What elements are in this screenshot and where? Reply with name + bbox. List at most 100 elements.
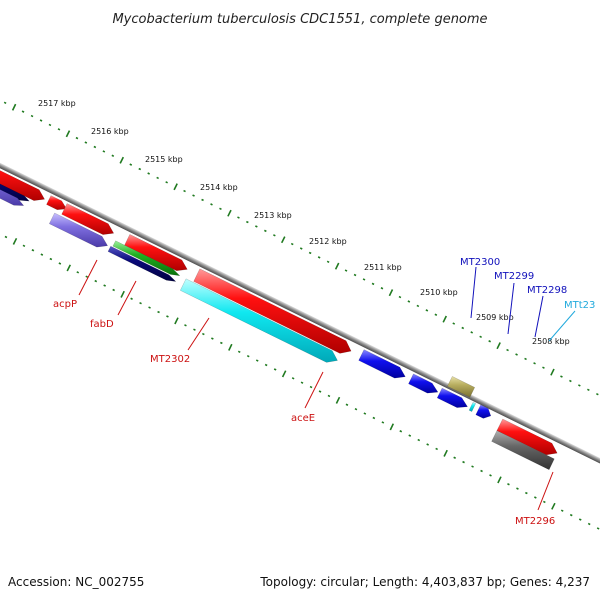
leader-fabD — [117, 280, 137, 316]
inner-ring-minor-tick — [255, 359, 259, 362]
inner-ring-minor-tick — [139, 302, 142, 305]
outer-ring-minor-tick — [452, 322, 456, 325]
inner-ring-minor-tick — [435, 447, 438, 451]
inner-ring-minor-tick — [202, 332, 205, 336]
outer-ring-major-tick — [227, 209, 232, 217]
leader-acpP — [78, 259, 98, 296]
inner-ring-major-tick — [174, 317, 179, 325]
gene-arrow-5 — [0, 189, 25, 206]
outer-ring-minor-tick — [596, 393, 599, 396]
outer-ring-minor-tick — [407, 300, 411, 303]
leader-aceE — [304, 371, 324, 409]
inner-ring-major-tick — [551, 502, 556, 510]
outer-ring-minor-tick — [344, 269, 348, 272]
inner-ring-minor-tick — [534, 496, 537, 499]
inner-ring-minor-tick — [480, 469, 483, 473]
inner-ring-minor-tick — [426, 443, 429, 446]
outer-ring-minor-tick — [3, 101, 7, 104]
gene-arrow-12 — [193, 268, 352, 354]
inner-ring-minor-tick — [381, 421, 385, 424]
inner-ring-minor-tick — [130, 297, 133, 301]
inner-tick-ring — [4, 235, 600, 530]
outer-ring-minor-tick — [255, 225, 258, 228]
inner-ring-minor-tick — [166, 315, 169, 318]
outer-ring-minor-tick — [183, 189, 186, 193]
outer-ring-minor-tick — [308, 251, 312, 255]
inner-ring-minor-tick — [516, 487, 519, 490]
outer-ring-minor-tick — [371, 282, 375, 286]
inner-ring-minor-tick — [587, 522, 591, 526]
outer-ring-minor-tick — [569, 379, 572, 383]
outer-ring-minor-tick — [201, 198, 204, 202]
scale-label-2512: 2512 kbp — [309, 237, 347, 246]
outer-ring-minor-tick — [165, 181, 168, 184]
gene-box-1 — [447, 376, 476, 398]
gene-arrow-9 — [124, 234, 188, 272]
outer-ring-major-tick — [550, 368, 555, 376]
outer-ring-major-tick — [119, 156, 125, 164]
outer-ring-minor-tick — [246, 220, 249, 224]
gene-arrow-13 — [179, 278, 338, 363]
outer-ring-major-tick — [334, 262, 340, 270]
accession-label: Accession: NC_002755 — [8, 575, 144, 589]
inner-ring-minor-tick — [246, 355, 250, 358]
outer-ring-minor-tick — [129, 163, 133, 166]
inner-ring-minor-tick — [291, 377, 295, 380]
scale-label-2514: 2514 kbp — [200, 183, 238, 192]
outer-ring-minor-tick — [380, 287, 384, 290]
inner-ring-minor-tick — [569, 513, 573, 517]
inner-ring-minor-tick — [40, 253, 44, 256]
inner-ring-minor-tick — [318, 390, 322, 393]
gene-arrow-mt2296 — [496, 418, 558, 456]
gene-arrow-7 — [46, 195, 68, 211]
inner-ring-minor-tick — [103, 284, 106, 287]
inner-ring-minor-tick — [471, 465, 474, 468]
outer-ring-minor-tick — [362, 278, 366, 281]
inner-ring-minor-tick — [4, 235, 8, 239]
inner-ring-minor-tick — [372, 416, 376, 420]
outer-ring-minor-tick — [470, 331, 474, 334]
gene-arrow-2 — [475, 404, 492, 419]
gene-arrow-8 — [61, 203, 115, 235]
inner-ring-minor-tick — [220, 341, 223, 345]
scale-label-2511: 2511 kbp — [364, 263, 402, 272]
inner-ring-major-tick — [66, 264, 72, 272]
map-title: Mycobacterium tuberculosis CDC1551, comp… — [112, 12, 487, 27]
gene-label-mt2300: MT2300 — [460, 257, 500, 268]
outer-ring-minor-tick — [317, 256, 321, 259]
scale-label-2513: 2513 kbp — [254, 211, 292, 220]
inner-ring-minor-tick — [363, 412, 367, 415]
inner-ring-major-tick — [335, 396, 341, 404]
gene-arrow-11 — [107, 245, 177, 282]
inner-ring-major-tick — [389, 423, 395, 431]
outer-ring-minor-tick — [290, 242, 294, 246]
inner-ring-major-tick — [12, 237, 18, 245]
inner-ring-minor-tick — [22, 244, 26, 247]
inner-ring-minor-tick — [264, 363, 268, 367]
gene-label-mtt23: MTt23 — [564, 300, 595, 311]
gene-leader-lines — [78, 259, 576, 511]
inner-ring-minor-tick — [408, 434, 412, 437]
outer-ring-major-tick — [442, 315, 448, 323]
gene-label-mt2298: MT2298 — [527, 285, 567, 296]
inner-ring-major-tick — [281, 370, 287, 378]
outer-ring-minor-tick — [524, 357, 527, 361]
outer-ring-major-tick — [173, 183, 178, 191]
leader-mt2298 — [534, 295, 544, 338]
inner-ring-major-tick — [228, 343, 233, 351]
gene-features — [0, 170, 558, 471]
outer-ring-minor-tick — [326, 260, 330, 263]
outer-ring-minor-tick — [219, 207, 222, 210]
outer-ring-major-tick — [280, 236, 286, 244]
inner-ring-minor-tick — [525, 491, 528, 495]
inner-ring-minor-tick — [49, 257, 53, 261]
outer-ring-major-tick — [388, 289, 394, 297]
inner-ring-minor-tick — [462, 460, 465, 464]
inner-ring-minor-tick — [327, 394, 331, 398]
scale-label-2515: 2515 kbp — [145, 155, 183, 164]
inner-ring-minor-tick — [453, 456, 456, 459]
outer-tick-ring — [3, 101, 599, 396]
gene-label-acpP: acpP — [53, 299, 77, 310]
outer-ring-minor-tick — [434, 313, 438, 316]
outer-ring-minor-tick — [273, 234, 276, 237]
